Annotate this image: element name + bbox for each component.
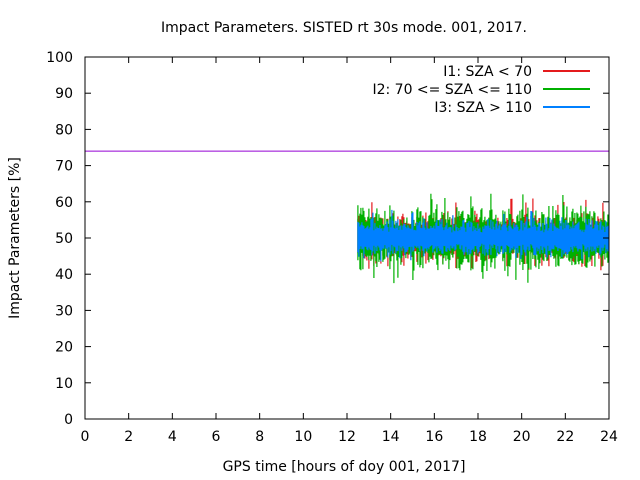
- x-tick-label: 14: [382, 429, 400, 445]
- series-layer: [357, 193, 610, 284]
- legend-label-1: I1: SZA < 70: [443, 64, 532, 80]
- y-tick-label: 50: [55, 231, 73, 247]
- y-tick-label: 0: [64, 412, 73, 428]
- y-tick-label: 90: [55, 86, 73, 102]
- y-tick-label: 60: [55, 195, 73, 211]
- x-tick-label: 4: [168, 429, 177, 445]
- y-tick-label: 10: [55, 376, 73, 392]
- y-tick-label: 30: [55, 303, 73, 319]
- y-axis-label: Impact Parameters [%]: [7, 157, 23, 319]
- x-tick-label: 16: [425, 429, 443, 445]
- legend-label-3: I3: SZA > 110: [434, 100, 532, 116]
- y-tick-label: 20: [55, 340, 73, 356]
- y-tick-label: 70: [55, 159, 73, 175]
- legend: I1: SZA < 70 I2: 70 <= SZA <= 110 I3: SZA …: [372, 64, 590, 116]
- y-tick-label: 80: [55, 122, 73, 138]
- series-3-trace: [357, 209, 610, 262]
- x-tick-label: 18: [469, 429, 487, 445]
- y-tick-label: 100: [46, 50, 73, 66]
- y-tick-label: 40: [55, 267, 73, 283]
- series-3-line: [357, 209, 610, 262]
- chart-title: Impact Parameters. SISTED rt 30s mode. 0…: [161, 20, 527, 36]
- x-axis-label: GPS time [hours of doy 001, 2017]: [223, 459, 466, 475]
- x-tick-label: 8: [255, 429, 264, 445]
- x-tick-label: 6: [212, 429, 221, 445]
- x-tick-label: 12: [338, 429, 356, 445]
- axis-ticks: 0 2 4 6 8 10 12 14 16 18 20 22 240102030405060708090…: [46, 50, 618, 445]
- x-tick-label: 10: [294, 429, 312, 445]
- x-tick-label: 22: [556, 429, 574, 445]
- x-tick-label: 24: [600, 429, 618, 445]
- x-tick-label: 20: [513, 429, 531, 445]
- x-tick-label: 0: [81, 429, 90, 445]
- x-tick-label: 2: [124, 429, 133, 445]
- legend-label-2: I2: 70 <= SZA <= 110: [372, 82, 532, 98]
